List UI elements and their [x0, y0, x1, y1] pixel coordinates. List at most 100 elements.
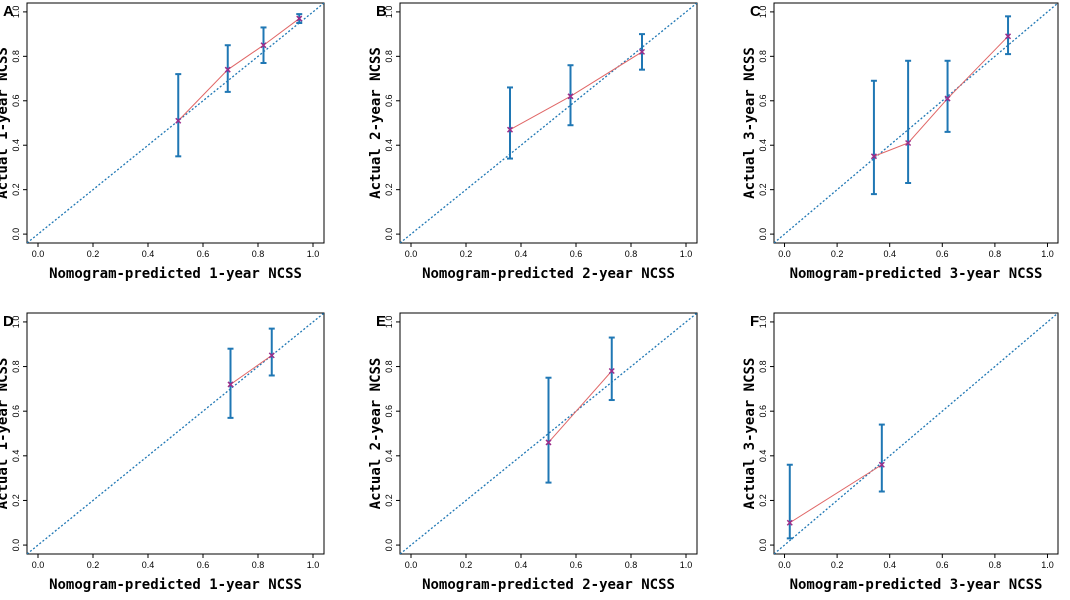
observed-point-marker	[878, 461, 885, 468]
ideal-diagonal-line	[774, 3, 1058, 243]
y-tick-label: 1.0	[758, 316, 768, 329]
y-tick-label: 0.4	[758, 450, 768, 463]
x-axis-title: Nomogram-predicted 3-year NCSS	[790, 266, 1043, 282]
y-tick-label: 0.6	[384, 95, 394, 108]
panel-letter: E	[376, 313, 386, 330]
observed-line	[548, 370, 613, 443]
observed-point-marker	[224, 66, 231, 73]
panel-f: 0.0 0.2 0.4 0.6 0.8 1.0 0.0 0.2 0.4 0.6 0.8 1.0 Nomo…	[742, 312, 1059, 593]
y-tick-label: 0.2	[758, 183, 768, 196]
x-tick-label: 0.0	[405, 249, 418, 259]
x-tick-label: 1.0	[1041, 249, 1054, 259]
y-tick-label: 1.0	[384, 6, 394, 19]
panel-c: 0.0 0.2 0.4 0.6 0.8 1.0 0.0 0.2 0.4 0.6 0.8 1.0 Nomo…	[742, 2, 1059, 282]
panel-b: 0.0 0.2 0.4 0.6 0.8 1.0 0.0 0.2 0.4 0.6 0.8 1.0 Nomo…	[368, 2, 698, 282]
observed-point-marker	[227, 381, 234, 388]
x-axis-title: Nomogram-predicted 2-year NCSS	[422, 577, 675, 593]
panel-letter: A	[3, 3, 14, 20]
x-tick-label: 0.8	[625, 249, 638, 259]
x-tick-label: 0.8	[989, 560, 1002, 570]
x-tick-label: 0.2	[87, 249, 100, 259]
y-tick-label: 0.0	[384, 228, 394, 241]
observed-point-marker	[268, 352, 275, 359]
y-tick-label: 0.0	[758, 539, 768, 552]
x-tick-label: 0.4	[883, 560, 896, 570]
plot-frame	[773, 2, 1059, 244]
observed-point-marker	[260, 42, 267, 49]
observed-line	[230, 354, 273, 385]
y-axis-title: Actual 1-year NCSS	[0, 358, 11, 510]
x-tick-label: 0.6	[570, 560, 583, 570]
panel-d: 0.0 0.2 0.4 0.6 0.8 1.0 0.0 0.2 0.4 0.6 0.8 1.0 Nomo…	[0, 312, 325, 593]
y-tick-label: 0.8	[758, 360, 768, 373]
x-tick-label: 1.0	[1041, 560, 1054, 570]
observed-point-marker	[944, 95, 951, 102]
y-axis-title: Actual 2-year NCSS	[368, 47, 384, 199]
y-tick-label: 0.2	[384, 494, 394, 507]
x-tick-label: 1.0	[680, 560, 693, 570]
y-tick-label: 1.0	[11, 6, 21, 19]
y-tick-label: 0.4	[11, 450, 21, 463]
observed-point-marker	[608, 367, 615, 375]
x-tick-label: 1.0	[307, 560, 320, 570]
y-tick-label: 0.6	[11, 95, 21, 108]
x-axis-title: Nomogram-predicted 1-year NCSS	[49, 577, 302, 593]
observed-point-marker	[506, 126, 514, 133]
y-tick-label: 0.6	[11, 405, 21, 418]
y-tick-label: 0.0	[758, 228, 768, 241]
x-tick-label: 0.4	[142, 249, 155, 259]
plot-frame	[773, 312, 1059, 555]
y-tick-label: 0.0	[11, 228, 21, 241]
y-tick-label: 0.4	[384, 139, 394, 152]
observed-line	[789, 464, 883, 524]
y-tick-label: 1.0	[11, 316, 21, 329]
panel-letter: F	[750, 313, 759, 330]
observed-point-marker	[638, 48, 646, 55]
y-tick-label: 0.0	[384, 539, 394, 552]
x-tick-label: 1.0	[307, 249, 320, 259]
panel-e: 0.0 0.2 0.4 0.6 0.8 1.0 0.0 0.2 0.4 0.6 0.8 1.0 Nomo…	[368, 312, 698, 593]
observed-point-marker	[545, 439, 552, 446]
ideal-diagonal-line	[27, 313, 324, 554]
x-tick-label: 0.2	[460, 249, 473, 259]
observed-point-marker	[905, 139, 912, 147]
x-tick-label: 0.0	[32, 249, 45, 259]
y-tick-label: 0.6	[758, 95, 768, 108]
y-tick-label: 0.2	[11, 494, 21, 507]
x-axis-title: Nomogram-predicted 2-year NCSS	[422, 266, 675, 282]
observed-point-marker	[870, 153, 877, 160]
x-tick-label: 0.6	[936, 560, 949, 570]
y-tick-label: 0.8	[758, 50, 768, 63]
y-tick-label: 0.4	[11, 139, 21, 152]
y-tick-label: 0.8	[11, 360, 21, 373]
y-tick-label: 0.0	[11, 539, 21, 552]
panel-a: 0.0 0.2 0.4 0.6 0.8 1.0 0.0 0.2 0.4 0.6 0.8 1.0 Nomo…	[0, 2, 325, 282]
y-tick-label: 1.0	[758, 6, 768, 19]
x-tick-label: 0.4	[515, 249, 528, 259]
y-tick-label: 0.6	[758, 405, 768, 418]
y-axis-title: Actual 3-year NCSS	[742, 47, 758, 199]
x-tick-label: 0.8	[252, 249, 265, 259]
x-tick-label: 0.4	[883, 249, 896, 259]
x-tick-label: 0.8	[252, 560, 265, 570]
panel-letter: B	[376, 3, 387, 20]
y-tick-label: 0.8	[384, 360, 394, 373]
x-tick-label: 0.6	[197, 249, 210, 259]
y-axis-title: Actual 2-year NCSS	[368, 358, 384, 510]
x-tick-label: 0.6	[936, 249, 949, 259]
y-axis-title: Actual 1-year NCSS	[0, 47, 11, 199]
plot-frame	[26, 312, 325, 555]
plot-frame	[399, 312, 698, 555]
x-tick-label: 0.2	[87, 560, 100, 570]
plot-frame	[26, 2, 325, 244]
observed-point-marker	[296, 15, 303, 22]
x-tick-label: 0.2	[831, 249, 844, 259]
observed-line	[177, 18, 300, 122]
x-tick-label: 0.0	[32, 560, 45, 570]
panel-letter: C	[750, 3, 761, 20]
observed-point-marker	[175, 117, 182, 124]
x-tick-label: 0.0	[778, 249, 791, 259]
y-tick-label: 0.4	[758, 139, 768, 152]
y-tick-label: 0.2	[758, 494, 768, 507]
